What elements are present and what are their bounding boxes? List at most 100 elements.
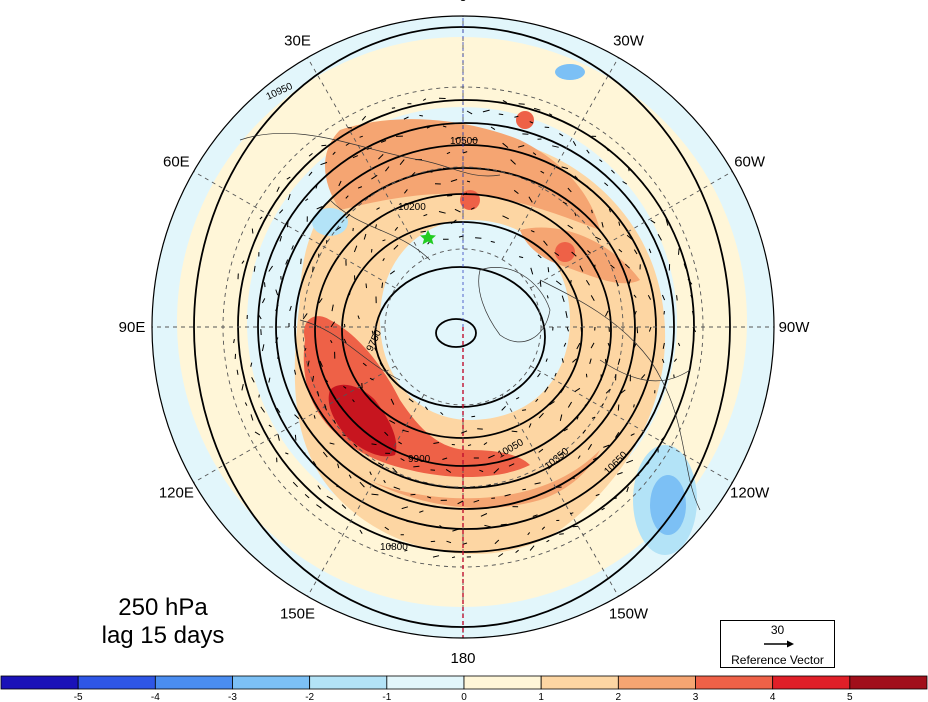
wind-vector-arrow xyxy=(569,512,574,515)
wind-vector-arrow xyxy=(319,360,323,367)
wind-vector-arrow xyxy=(547,267,550,273)
reference-vector-value: 30 xyxy=(770,623,785,637)
wind-vector-arrow xyxy=(419,114,423,117)
meridian-line xyxy=(193,171,396,289)
wind-vector-arrow xyxy=(504,493,511,497)
wind-vector-arrow xyxy=(479,469,484,473)
wind-vector-arrow xyxy=(554,252,560,257)
wind-vector-arrow xyxy=(518,256,524,259)
wind-vector-arrow xyxy=(487,484,491,487)
wind-vector-arrow xyxy=(400,458,405,462)
reference-arrow-icon xyxy=(764,640,794,648)
wind-vector-arrow xyxy=(566,326,569,332)
wind-vector-arrow xyxy=(408,398,414,403)
wind-vector-arrow xyxy=(601,507,605,511)
wind-vector-arrow xyxy=(261,344,265,352)
wind-vector-arrow xyxy=(398,441,402,445)
wind-vector-arrow xyxy=(585,279,590,286)
wind-vector-arrow xyxy=(285,259,289,265)
wind-vector-arrow xyxy=(562,201,568,205)
wind-vector-arrow xyxy=(490,240,495,243)
wind-vector-arrow xyxy=(648,326,652,332)
wind-vector-arrow xyxy=(302,313,308,320)
wind-vector-arrow xyxy=(330,321,336,328)
colorbar-tick-label: 5 xyxy=(847,692,853,702)
wind-vector-arrow xyxy=(337,463,340,469)
wind-vector-arrow xyxy=(382,239,386,242)
wind-vector-arrow xyxy=(353,443,358,448)
wind-vector-arrow xyxy=(661,434,667,441)
wind-vector-arrow xyxy=(404,189,408,194)
wind-vector-arrow xyxy=(253,265,256,272)
wind-vector-arrow xyxy=(604,310,609,317)
wind-vector-arrow xyxy=(268,377,271,383)
wind-vector-arrow xyxy=(316,206,323,210)
wind-vector-arrow xyxy=(338,180,342,187)
wind-vector-arrow xyxy=(462,151,468,154)
wind-vector-arrow xyxy=(546,295,549,299)
wind-vector-arrow xyxy=(277,352,279,359)
wind-vector-arrow xyxy=(574,212,577,217)
wind-vector-arrow xyxy=(633,310,637,317)
wind-vector-arrow xyxy=(382,187,387,189)
wind-vector-arrow xyxy=(466,110,473,115)
wind-vector-arrow xyxy=(432,555,440,558)
colorbar-tick-label: 4 xyxy=(770,692,776,702)
wind-vector-arrow xyxy=(618,249,623,253)
colorbar-tick-label: 0 xyxy=(461,692,467,702)
longitude-label: 90W xyxy=(779,319,811,336)
longitude-label: 0 xyxy=(459,0,467,5)
wind-vector-arrow xyxy=(413,465,420,468)
wind-vector-arrow xyxy=(614,432,620,438)
wind-vector-arrow xyxy=(287,193,291,201)
wind-vector-arrow xyxy=(483,442,488,446)
colorbar-tick-label: 2 xyxy=(616,692,622,702)
wind-vector-arrow xyxy=(300,258,302,265)
wind-vector-arrow xyxy=(585,373,588,378)
wind-vector-arrow xyxy=(488,454,495,459)
wind-vector-arrow xyxy=(572,358,577,363)
height-contour-10800 xyxy=(237,99,695,553)
wind-vector-arrow xyxy=(389,270,395,275)
plot-title-level: 250 hPa xyxy=(118,594,208,621)
wind-vector-arrow xyxy=(574,175,578,180)
colorbar-labels: -5 -4 -3 -2 -1 0 1 2 3 4 5 xyxy=(74,692,853,702)
wind-vector-arrow xyxy=(336,485,340,488)
wind-vector-arrow xyxy=(454,136,462,140)
wind-vector-arrow xyxy=(384,431,389,436)
wind-vector-arrow xyxy=(586,185,592,191)
wind-vector-arrow xyxy=(561,358,564,363)
anomaly-strong-positive-east xyxy=(520,227,640,284)
colorbar-box xyxy=(154,675,233,690)
wind-vector-arrow xyxy=(369,193,372,198)
wind-vector-arrow xyxy=(454,208,461,213)
wind-vector-arrow xyxy=(683,263,687,269)
wind-vector-arrow xyxy=(376,207,380,210)
wind-vector-arrow xyxy=(463,542,468,545)
wind-vector-arrow xyxy=(446,540,452,544)
wind-vector-arrow xyxy=(250,362,253,367)
wind-vector-arrow xyxy=(411,171,416,176)
wind-vector-arrow xyxy=(615,279,619,287)
wind-vector-arrow xyxy=(548,113,553,116)
longitude-label: 60W xyxy=(734,154,766,171)
wind-vector-arrow xyxy=(633,294,637,298)
wind-vector-arrow xyxy=(661,358,665,363)
wind-vector-arrow xyxy=(630,433,635,436)
wind-vector-arrow xyxy=(258,394,260,398)
wind-vector-arrow xyxy=(378,154,384,160)
wind-vector-arrow xyxy=(305,198,309,202)
wind-vector-arrow xyxy=(576,416,579,420)
wind-vector-arrow xyxy=(514,115,519,118)
wind-vector-arrow xyxy=(410,493,416,496)
wind-vector-arrow xyxy=(447,195,453,197)
wind-vector-arrow xyxy=(673,374,675,378)
coastline-eurasia xyxy=(239,132,501,381)
wind-vector-arrow xyxy=(451,556,456,559)
wind-vector-arrow xyxy=(422,98,427,101)
wind-vector-arrow xyxy=(452,528,460,532)
wind-vector-arrow xyxy=(357,315,360,320)
wind-vector-arrow xyxy=(320,161,328,166)
wind-vector-arrow xyxy=(498,113,504,116)
